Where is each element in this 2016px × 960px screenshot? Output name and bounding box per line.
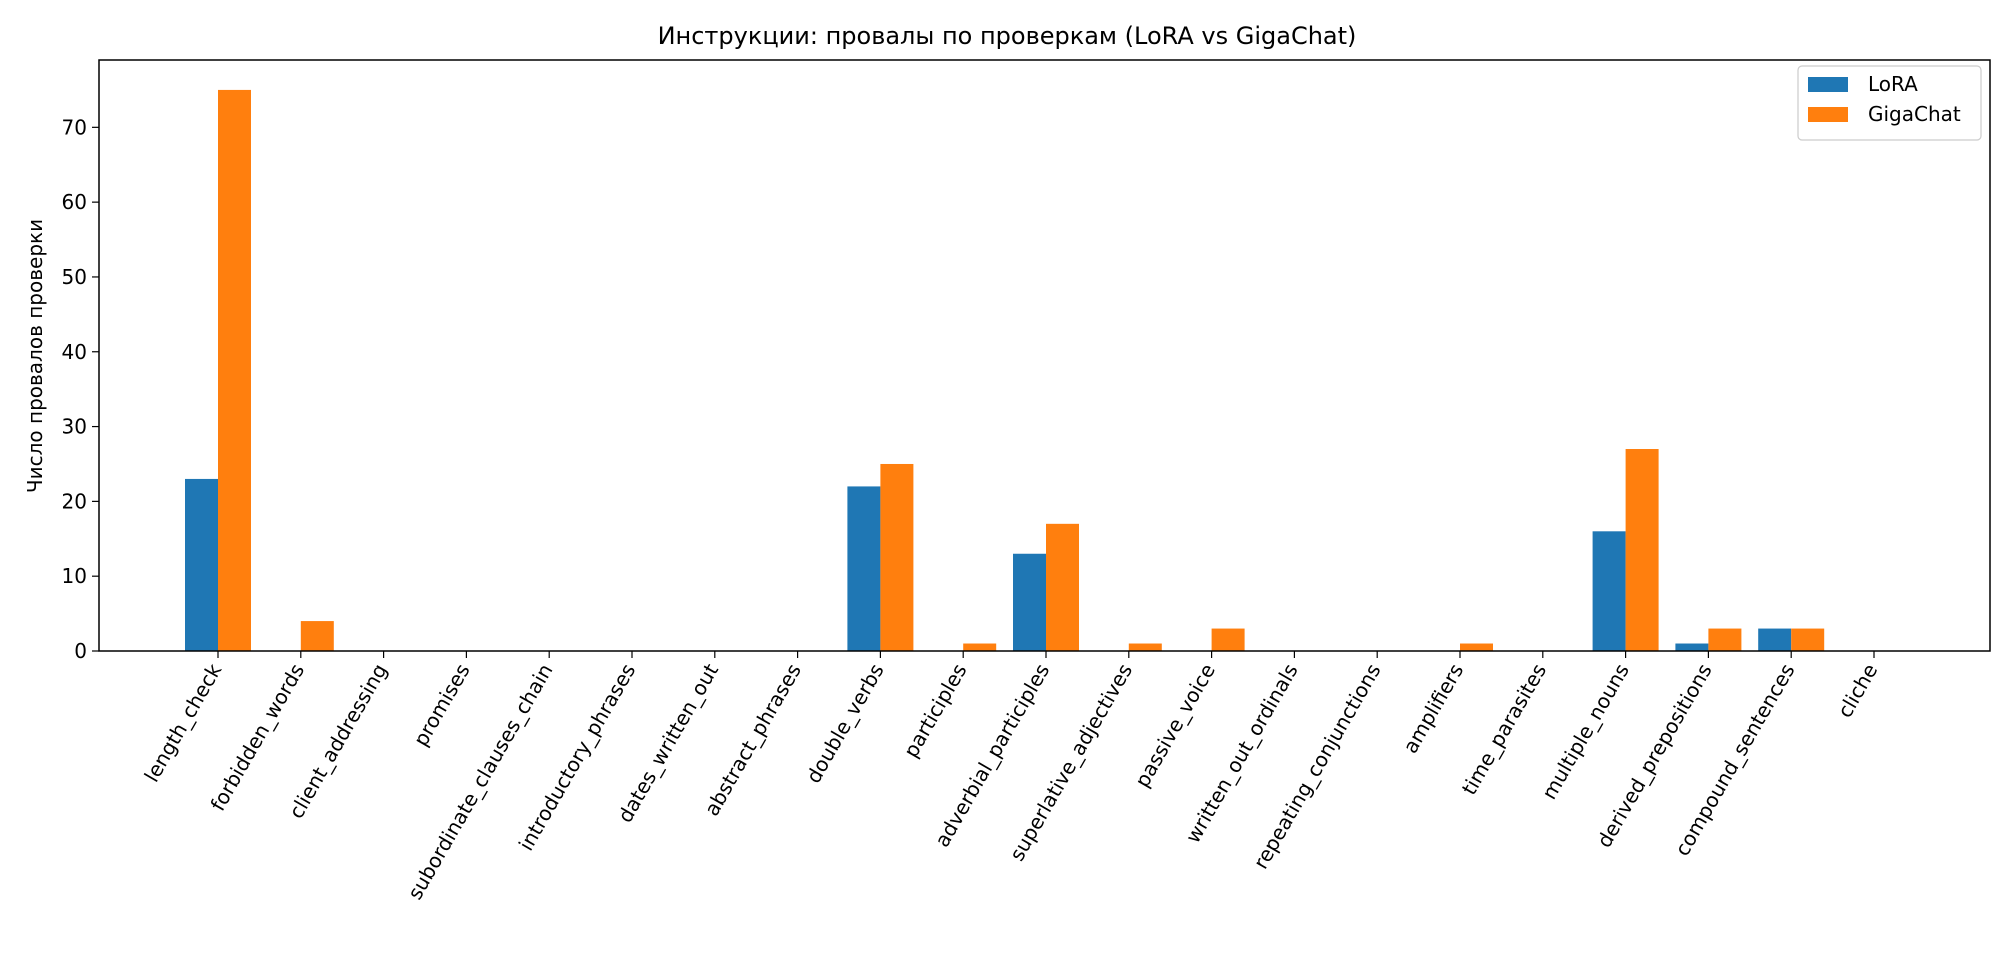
bar-lora-derived_prepositions bbox=[1675, 643, 1709, 651]
bar-gigachat-derived_prepositions bbox=[1708, 628, 1742, 651]
bar-gigachat-passive_voice bbox=[1211, 628, 1245, 651]
y-axis-ticks: 0 10 20 30 40 50 60 70 bbox=[62, 115, 99, 663]
bar-gigachat-superlative_adjectives bbox=[1128, 643, 1162, 651]
y-tick-label: 20 bbox=[62, 489, 87, 513]
bar-lora-compound_sentences bbox=[1758, 628, 1792, 651]
y-tick-label: 40 bbox=[62, 340, 87, 364]
bar-gigachat-participles bbox=[963, 643, 997, 651]
y-tick-label: 30 bbox=[62, 415, 87, 439]
y-tick-label: 10 bbox=[62, 564, 87, 588]
y-tick-label: 70 bbox=[62, 115, 87, 139]
bar-lora-double_verbs bbox=[847, 486, 881, 651]
legend-swatch-lora bbox=[1808, 77, 1848, 92]
bar-gigachat-adverbial_participles bbox=[1046, 523, 1079, 651]
legend-label-lora: LoRA bbox=[1868, 72, 1918, 96]
bar-lora-length_check bbox=[185, 478, 218, 651]
legend: LoRA GigaChat bbox=[1797, 65, 1982, 141]
y-axis-label: Число провалов проверки bbox=[23, 219, 47, 493]
bar-gigachat-double_verbs bbox=[880, 463, 914, 651]
chart-title: Инструкции: провалы по проверкам (LoRA v… bbox=[658, 22, 1357, 50]
bar-gigachat-multiple_nouns bbox=[1625, 449, 1659, 651]
bar-gigachat-forbidden_words bbox=[300, 621, 334, 651]
bar-gigachat-compound_sentences bbox=[1791, 628, 1825, 651]
y-tick-label: 60 bbox=[62, 190, 87, 214]
bar-gigachat-length_check bbox=[218, 89, 251, 651]
bars-layer bbox=[185, 89, 1825, 651]
bar-gigachat-amplifiers bbox=[1460, 643, 1493, 651]
y-tick-label: 50 bbox=[62, 265, 87, 289]
y-tick-label: 0 bbox=[74, 639, 87, 663]
legend-label-gigachat: GigaChat bbox=[1868, 102, 1961, 126]
legend-swatch-gigachat bbox=[1808, 107, 1848, 122]
bar-lora-multiple_nouns bbox=[1592, 531, 1626, 651]
bar-lora-adverbial_participles bbox=[1013, 553, 1046, 651]
plot-frame bbox=[98, 59, 1991, 652]
